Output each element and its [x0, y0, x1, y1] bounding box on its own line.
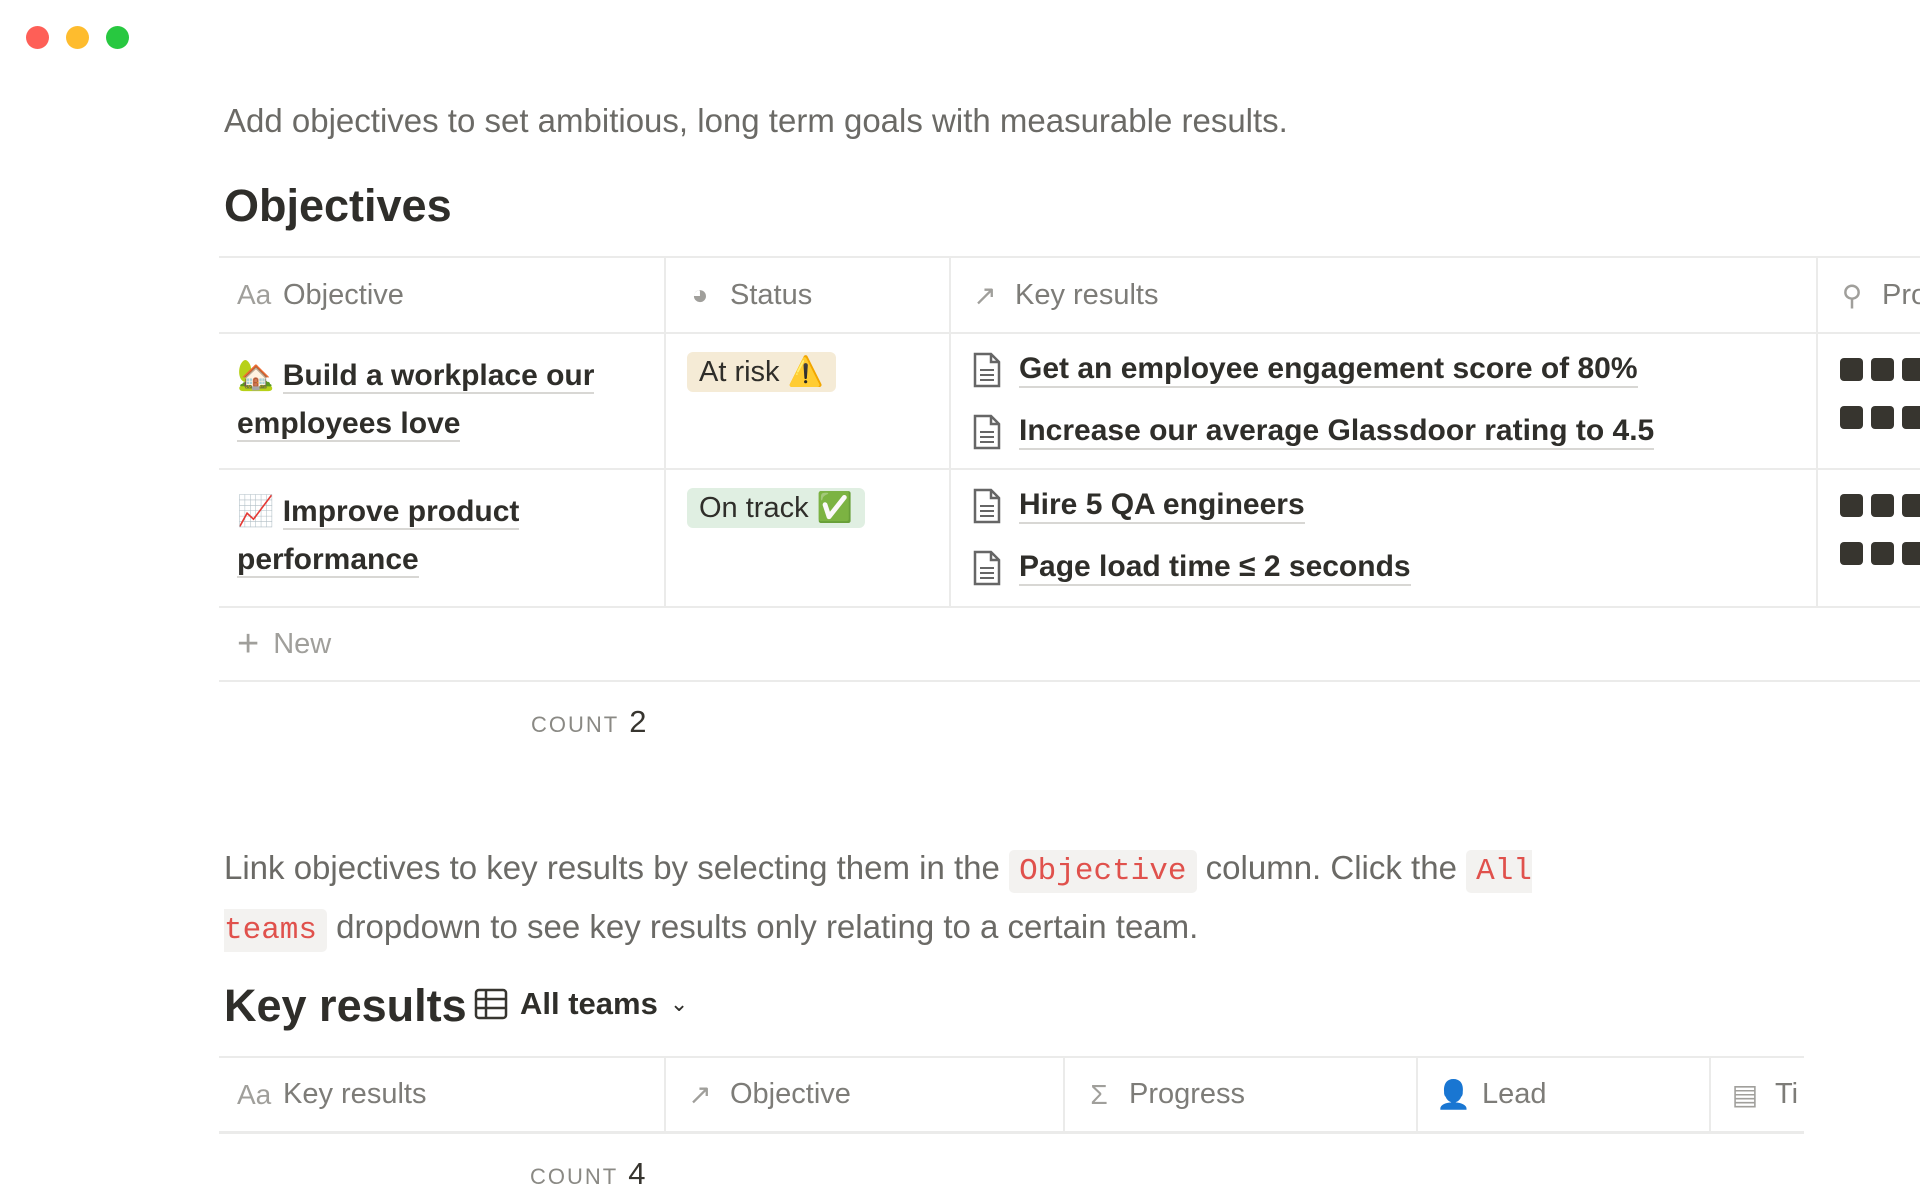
- progress-bar: [1840, 542, 1920, 565]
- page-icon: [973, 550, 1001, 586]
- key-result-link[interactable]: Hire 5 QA engineers: [973, 488, 1305, 524]
- key-results-heading: Key results: [224, 980, 467, 1031]
- view-label: All teams: [520, 986, 658, 1021]
- objective-title[interactable]: 📈 Improve product performance: [237, 495, 520, 578]
- column-label: Ti: [1775, 1078, 1799, 1110]
- count-value: 4: [628, 1156, 646, 1191]
- objectives-heading: Objectives: [224, 180, 452, 231]
- column-header-key-results[interactable]: Aa Key results: [219, 1058, 666, 1131]
- column-label: Key results: [283, 1078, 427, 1110]
- chart-increasing-icon: 📈: [237, 495, 275, 528]
- count-value: 2: [629, 704, 647, 739]
- key-results-header-row: Aa Key results ↗ Objective Σ Progress 👤 Lead…: [219, 1058, 1804, 1134]
- view-dropdown[interactable]: All teams ⌄: [474, 986, 688, 1022]
- key-result-link[interactable]: Get an employee engagement score of 80%: [973, 352, 1638, 388]
- objectives-header-row: Aa Objective ◕ Status ↗ Key results ⚲ Pro: [219, 258, 1920, 334]
- inline-code: Objective: [1009, 850, 1197, 893]
- table-row[interactable]: 📈 Improve product performance On track ✅…: [219, 470, 1920, 608]
- column-label: Pro: [1882, 278, 1920, 311]
- count-label: COUNT: [530, 1164, 619, 1189]
- text-icon: Aa: [237, 279, 272, 310]
- minimize-window-button[interactable]: [66, 26, 89, 49]
- count-label: COUNT: [531, 712, 620, 737]
- plus-icon: +: [237, 622, 260, 665]
- key-result-link[interactable]: Increase our average Glassdoor rating to…: [973, 414, 1655, 450]
- progress-bar: [1840, 494, 1920, 517]
- new-row-button[interactable]: + New: [219, 608, 1920, 682]
- maximize-window-button[interactable]: [106, 26, 129, 49]
- column-header-progress[interactable]: ⚲ Pro: [1818, 258, 1920, 332]
- text-icon: Aa: [237, 1078, 272, 1110]
- status-badge[interactable]: On track ✅: [687, 488, 865, 528]
- column-header-objective[interactable]: Aa Objective: [219, 258, 666, 332]
- page-icon: [973, 488, 1001, 524]
- column-header-objective[interactable]: ↗ Objective: [666, 1058, 1065, 1131]
- key-result-link[interactable]: Page load time ≤ 2 seconds: [973, 550, 1411, 586]
- page-icon: [973, 414, 1001, 450]
- column-label: Status: [730, 278, 813, 311]
- page-description: Add objectives to set ambitious, long te…: [224, 102, 1288, 139]
- status-badge[interactable]: At risk ⚠️: [687, 352, 836, 392]
- sigma-icon: Σ: [1090, 1078, 1108, 1110]
- key-results-table: Aa Key results ↗ Objective Σ Progress 👤 Lead…: [219, 1056, 1804, 1134]
- column-label: Objective: [730, 1078, 851, 1110]
- search-icon: ⚲: [1841, 279, 1863, 311]
- table-row[interactable]: 🏡 Build a workplace our employees love A…: [219, 334, 1920, 470]
- column-header-key-results[interactable]: ↗ Key results: [951, 258, 1818, 332]
- column-header-lead[interactable]: 👤 Lead: [1418, 1058, 1711, 1131]
- column-header-timeline[interactable]: ▤ Ti: [1711, 1058, 1804, 1131]
- column-label: Lead: [1482, 1078, 1547, 1110]
- column-label: Progress: [1129, 1078, 1246, 1110]
- instructions-paragraph: Link objectives to key results by select…: [224, 840, 1644, 958]
- status-icon: ◕: [691, 279, 709, 310]
- column-label: Objective: [283, 278, 404, 311]
- relation-arrow-icon: ↗: [688, 1079, 712, 1110]
- close-window-button[interactable]: [26, 26, 49, 49]
- house-icon: 🏡: [237, 359, 275, 392]
- calendar-icon: ▤: [1731, 1079, 1759, 1110]
- relation-arrow-icon: ↗: [973, 279, 997, 311]
- column-label: Key results: [1015, 278, 1159, 311]
- key-results-count: COUNT 4: [530, 1156, 645, 1192]
- progress-bar: [1840, 358, 1920, 381]
- page-icon: [973, 352, 1001, 388]
- objectives-table: Aa Objective ◕ Status ↗ Key results ⚲ Pro 🏡 …: [219, 256, 1920, 682]
- progress-bar: [1840, 406, 1920, 429]
- column-header-progress[interactable]: Σ Progress: [1065, 1058, 1418, 1131]
- table-icon: [474, 988, 508, 1020]
- column-header-status[interactable]: ◕ Status: [666, 258, 951, 332]
- chevron-down-icon: ⌄: [669, 991, 689, 1016]
- new-label: New: [273, 627, 332, 660]
- objectives-count: COUNT 2: [531, 704, 646, 740]
- objective-title[interactable]: 🏡 Build a workplace our employees love: [237, 359, 595, 442]
- person-icon: 👤: [1436, 1079, 1471, 1110]
